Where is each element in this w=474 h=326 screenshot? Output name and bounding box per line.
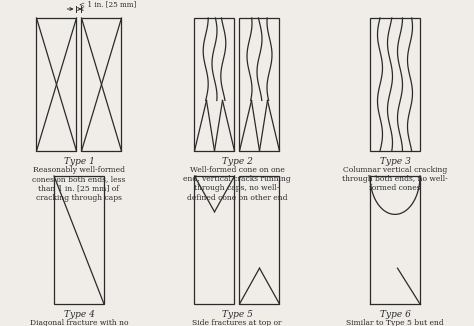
Text: < 1 in. [25 mm]: < 1 in. [25 mm] <box>79 0 136 8</box>
Text: Reasonably well-formed
cones on both ends, less
than 1 in. [25 mm] of
cracking t: Reasonably well-formed cones on both end… <box>32 166 126 201</box>
Text: Type 6: Type 6 <box>380 310 410 319</box>
Text: Columnar vertical cracking
through both ends, no well-
formed cones: Columnar vertical cracking through both … <box>342 166 448 192</box>
Bar <box>194 176 235 304</box>
Bar <box>239 18 280 151</box>
Bar <box>194 18 235 151</box>
Bar <box>239 176 280 304</box>
Text: Side fractures at top or
bottom (occur commonly
with unbonded caps): Side fractures at top or bottom (occur c… <box>189 319 285 326</box>
Bar <box>54 176 104 304</box>
Text: Type 4: Type 4 <box>64 310 94 319</box>
Text: Similar to Type 5 but end
of cylinder is pointed: Similar to Type 5 but end of cylinder is… <box>346 319 444 326</box>
Bar <box>370 18 420 151</box>
Text: Diagonal fracture with no
cracking through ends;
tap with hammer to
distinguish : Diagonal fracture with no cracking throu… <box>30 319 128 326</box>
Bar <box>82 18 121 151</box>
Text: Type 5: Type 5 <box>221 310 253 319</box>
Text: Type 1: Type 1 <box>64 157 94 166</box>
Text: Type 3: Type 3 <box>380 157 410 166</box>
Text: Well-formed cone on one
end, vertical cracks running
through caps, no well-
defi: Well-formed cone on one end, vertical cr… <box>183 166 291 201</box>
Text: Type 2: Type 2 <box>221 157 253 166</box>
Bar <box>36 18 76 151</box>
